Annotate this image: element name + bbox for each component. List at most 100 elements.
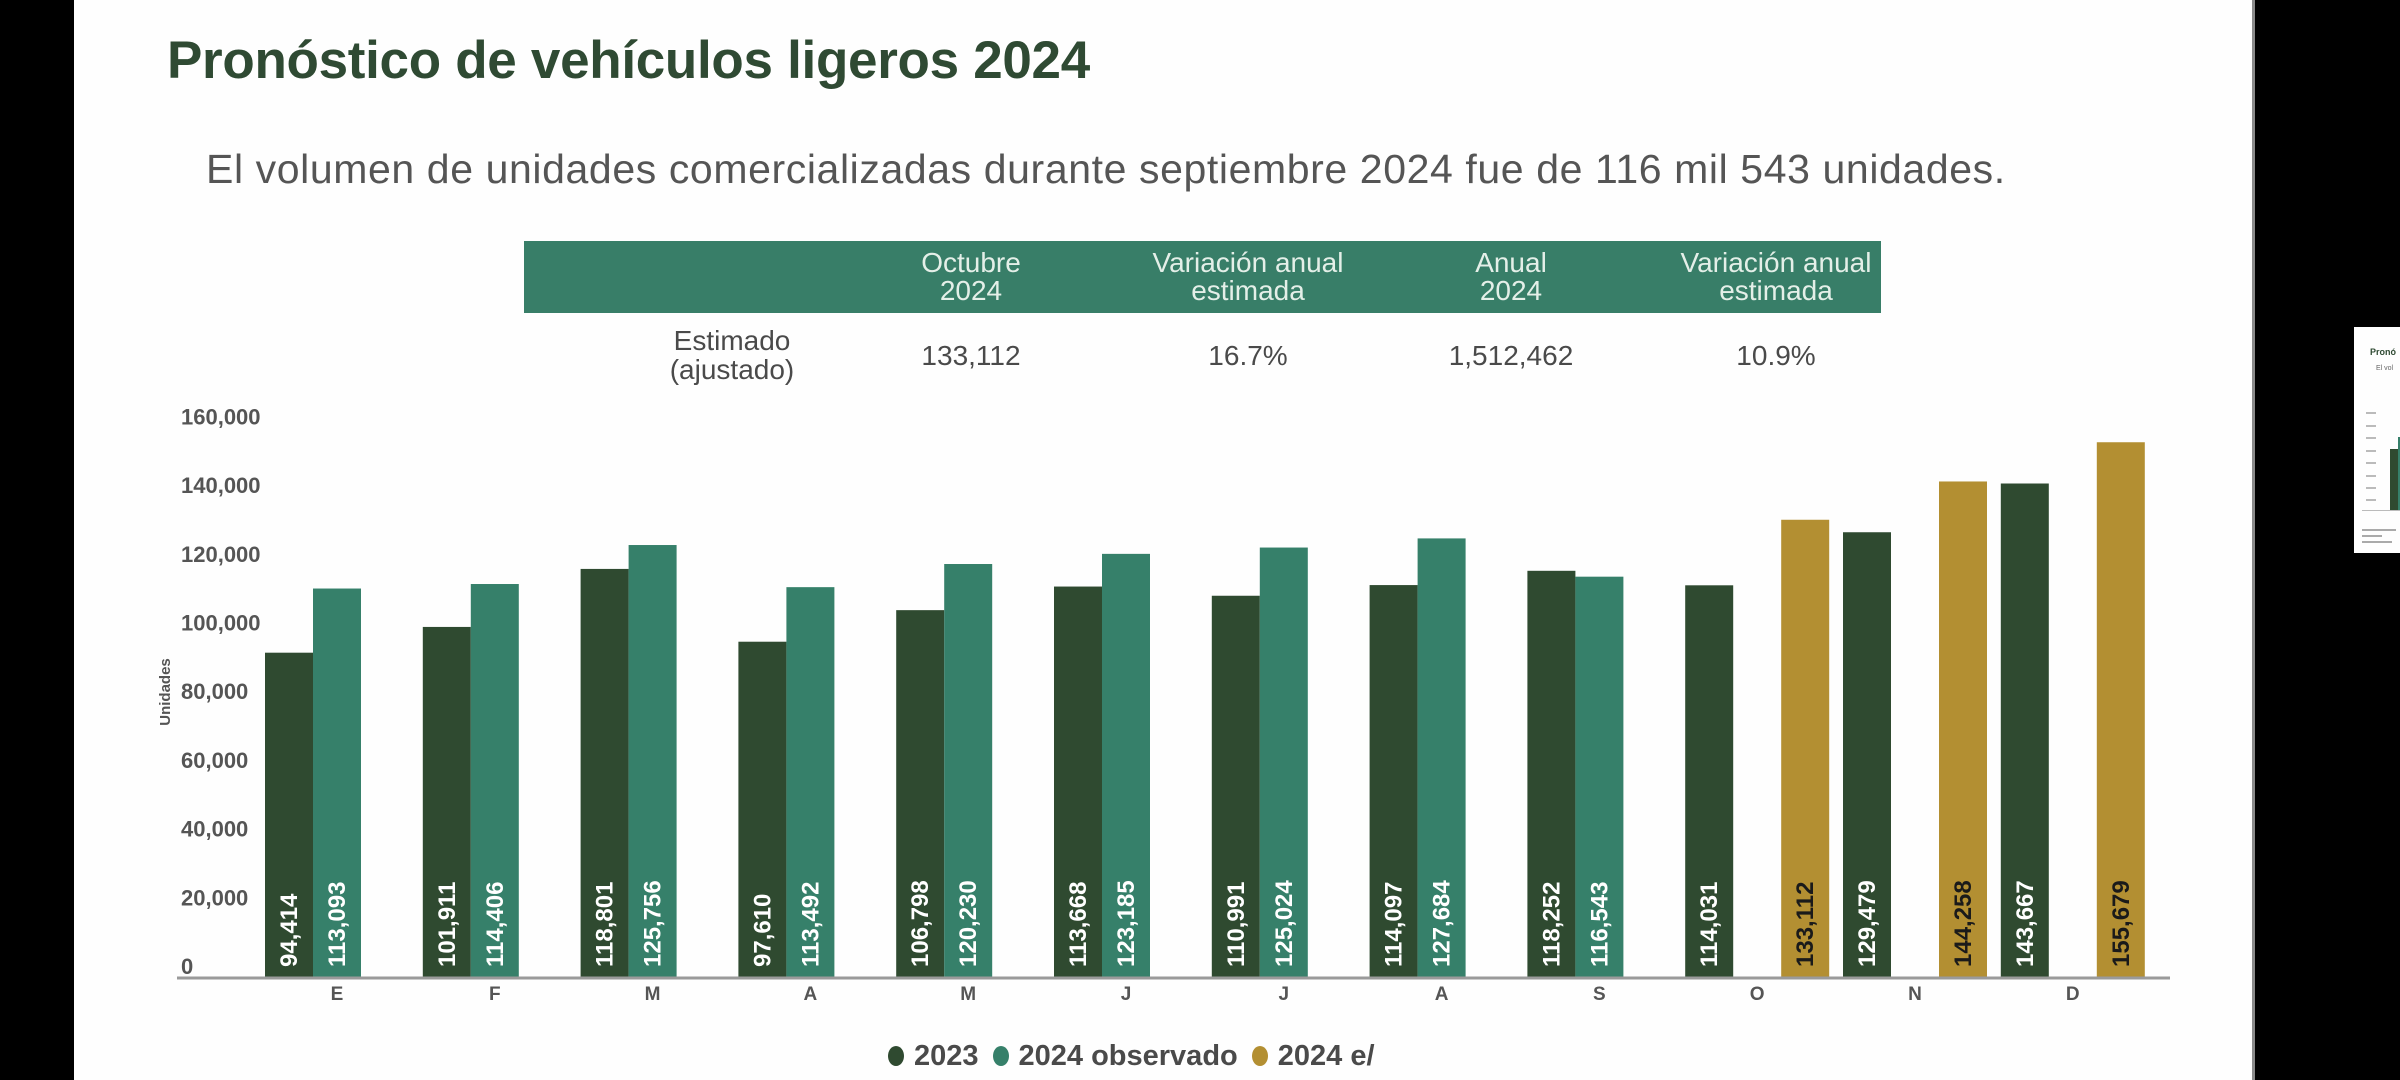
y-tick-label: 80,000 (181, 679, 248, 704)
x-tick-label: F (489, 984, 501, 1005)
bar-2024-e- (1781, 519, 1830, 977)
bar-2024-observado (1575, 576, 1624, 977)
y-tick-label: 120,000 (181, 542, 261, 567)
bar-value-label: 106,798 (907, 880, 934, 967)
x-tick-label: M (645, 984, 661, 1005)
thumbnail-tick (2366, 450, 2376, 452)
thumbnail-footnote (2362, 541, 2392, 543)
header-variacion-anual: Variación anual estimada (1626, 241, 1926, 313)
bar-value-label: 113,093 (324, 882, 351, 967)
x-tick-label: N (1908, 984, 1922, 1005)
bar-2023 (422, 626, 471, 977)
header-line: estimada (1719, 275, 1833, 306)
cell-anual-2024: 1,512,462 (1448, 339, 1574, 371)
bar-value-label: 133,112 (1792, 882, 1819, 967)
thumbnail-tick (2366, 462, 2376, 464)
bar-value-label: 114,097 (1381, 882, 1408, 967)
x-tick-label: J (1279, 984, 1290, 1005)
thumbnail-tick (2366, 437, 2376, 439)
x-tick-label: D (2066, 984, 2080, 1005)
y-tick-label: 140,000 (181, 473, 261, 498)
cell-variacion-mensual: 16.7% (1208, 339, 1288, 371)
bar-value-label: 118,801 (592, 882, 619, 967)
thumbnail-axis (2362, 510, 2400, 511)
row-label-line: Estimado (673, 325, 791, 356)
header-line: estimada (1191, 275, 1305, 306)
row-label-line: (ajustado) (669, 354, 795, 385)
thumbnail-tick (2366, 487, 2376, 489)
bar-value-label: 118,252 (1538, 882, 1565, 967)
bar-2024-e- (2096, 442, 2145, 977)
y-tick-label: 100,000 (181, 611, 261, 636)
bar-value-label: 116,543 (1586, 882, 1613, 967)
summary-table-header (524, 241, 1881, 313)
y-tick-label: 40,000 (181, 817, 248, 842)
bar-value-label: 114,406 (482, 882, 509, 967)
bar-2023 (580, 568, 629, 977)
legend-dot-2024-estimado-icon (1251, 1046, 1268, 1066)
bar-2024-observado (313, 588, 361, 977)
bar-value-label: 123,185 (1113, 880, 1140, 967)
bar-value-label: 101,911 (434, 882, 461, 967)
bar-value-label: 113,492 (797, 882, 824, 967)
x-tick-label: S (1593, 984, 1606, 1005)
cell-variacion-anual: 10.9% (1736, 339, 1816, 371)
legend-dot-2024-observado-icon (992, 1046, 1009, 1066)
bar-2024-e- (1939, 481, 1987, 977)
bar-2023 (738, 641, 787, 977)
bar-2023 (1685, 585, 1734, 977)
bar-value-label: 97,610 (749, 894, 776, 967)
bar-value-label: 94,414 (276, 893, 303, 967)
x-tick-label: J (1121, 984, 1132, 1005)
bar-value-label: 114,031 (1696, 882, 1723, 967)
slide-subtitle: El volumen de unidades comercializadas d… (206, 146, 2006, 192)
bar-value-label: 110,991 (1223, 882, 1250, 967)
bar-2024-observado (628, 545, 677, 977)
bar-value-label: 125,756 (640, 880, 667, 967)
bar-value-label: 127,684 (1429, 880, 1456, 967)
bar-2023 (1369, 585, 1418, 977)
bar-value-label: 125,024 (1271, 880, 1298, 967)
header-line: 2024 (939, 275, 1003, 306)
bar-2024-observado (1259, 547, 1308, 977)
bar-2024-observado (470, 584, 519, 977)
header-line: Octubre (921, 247, 1021, 278)
x-tick-label: A (1435, 984, 1449, 1005)
x-tick-label: E (331, 984, 344, 1005)
bar-2023 (2000, 483, 2049, 977)
header-anual-2024: Anual 2024 (1361, 241, 1661, 313)
x-tick-label: A (804, 984, 818, 1005)
thumbnail-title: Pronó (2370, 347, 2396, 357)
header-octubre-2024: Octubre 2024 (821, 241, 1121, 313)
bar-value-label: 120,230 (955, 880, 982, 967)
thumbnail-tick (2366, 425, 2376, 427)
bar-value-label: 143,667 (2012, 880, 2039, 967)
header-line: Variación anual (1152, 247, 1344, 278)
bar-2023 (265, 652, 313, 977)
y-axis-title: Unidades (157, 658, 174, 726)
header-line: Variación anual (1680, 247, 1872, 278)
slide-title: Pronóstico de vehículos ligeros 2024 (167, 31, 1090, 90)
legend-dot-2023-icon (888, 1046, 904, 1066)
bar-chart: 0 20,000 40,000 60,000 80,000 100,000 120,000 1… (157, 404, 2170, 1005)
thumbnail-bar (2398, 437, 2400, 510)
bar-2023 (1527, 570, 1576, 977)
thumbnail-tick (2366, 475, 2376, 477)
thumbnail-footnote (2362, 529, 2396, 531)
header-line: 2024 (1479, 275, 1543, 306)
x-tick-label: M (960, 984, 976, 1005)
chart-legend: 2023 2024 observado 2024 e/ (874, 1036, 1375, 1076)
legend-label-2024-estimado: 2024 e/ (1277, 1039, 1375, 1072)
legend-label-2023: 2023 (914, 1039, 979, 1072)
slide-thumbnail[interactable]: Pronó El vol (2354, 327, 2400, 553)
bar-2023 (1843, 532, 1891, 977)
thumbnail-tick (2366, 499, 2376, 501)
cell-octubre-2024: 133,112 (921, 339, 1021, 371)
y-tick-label: 0 (181, 954, 193, 979)
thumbnail-footnote (2362, 535, 2382, 537)
bar-2024-observado (786, 587, 835, 977)
x-tick-label: O (1750, 984, 1765, 1005)
bar-2024-observado (1417, 538, 1466, 977)
bar-2024-observado (944, 564, 993, 977)
thumbnail-tick (2366, 412, 2376, 414)
